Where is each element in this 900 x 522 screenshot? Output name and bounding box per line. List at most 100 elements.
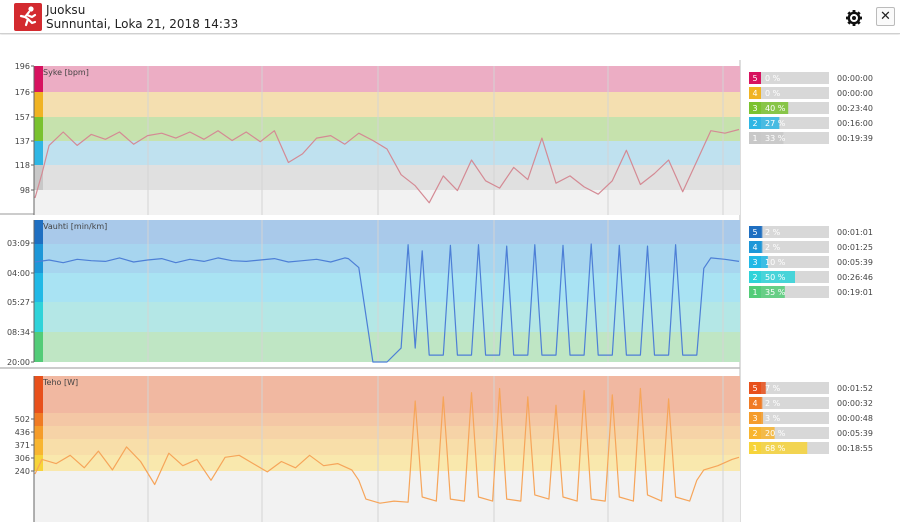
zone-strip — [34, 455, 43, 471]
zone-summary-row: 2 50 % 00:26:46 — [749, 271, 873, 283]
zone-number: 4 — [752, 243, 757, 252]
zone-number-box — [749, 117, 761, 129]
charts-area: 196 176 157 137 118 98 Syke [bpm] 5 0 % 00:00:00 4… — [0, 35, 900, 522]
zone-band — [43, 439, 740, 455]
zone-time: 00:19:39 — [837, 134, 873, 143]
zone-strip — [34, 66, 43, 92]
zone-number: 1 — [752, 288, 757, 297]
y-tick-label: 176 — [15, 88, 30, 97]
zone-number-box — [749, 226, 761, 238]
zone-percent: 50 % — [765, 273, 786, 282]
zone-number: 1 — [752, 134, 757, 143]
zone-bar — [761, 286, 785, 298]
gear-icon[interactable] — [843, 7, 865, 29]
zone-number-box — [749, 412, 761, 424]
y-tick-label: 157 — [15, 113, 30, 122]
zone-bar — [761, 226, 763, 238]
y-tick-label: 98 — [20, 186, 30, 195]
chart-panel-2: 03:09 04:00 05:27 08:34 20:00 Vauhti [min/km]… — [7, 220, 873, 367]
zone-summary-row: 2 20 % 00:05:39 — [749, 427, 873, 439]
zone-number: 4 — [752, 89, 757, 98]
zone-percent: 20 % — [765, 429, 786, 438]
zone-strip — [34, 426, 43, 439]
zone-band — [43, 220, 740, 244]
zone-percent: 35 % — [765, 288, 786, 297]
app-header: Juoksu Sunnuntai, Loka 21, 2018 14:33 — [0, 0, 900, 34]
y-tick-label: 502 — [15, 415, 30, 424]
zone-track — [749, 256, 829, 268]
series-line — [34, 387, 740, 504]
zone-bar — [761, 241, 763, 253]
zone-number: 5 — [752, 74, 757, 83]
zone-percent: 2 % — [765, 228, 781, 237]
zone-percent: 3 % — [765, 414, 781, 423]
zone-summary-row: 3 40 % 00:23:40 — [749, 102, 873, 114]
zone-summary-row: 3 10 % 00:05:39 — [749, 256, 873, 268]
zone-time: 00:19:01 — [837, 288, 873, 297]
zone-percent: 27 % — [765, 119, 786, 128]
zone-time: 00:18:55 — [837, 444, 873, 453]
y-tick-label: 03:09 — [7, 239, 30, 248]
zone-track — [749, 382, 829, 394]
zone-number-box — [749, 241, 761, 253]
zone-strip — [34, 244, 43, 273]
zone-summary-row: 1 35 % 00:19:01 — [749, 286, 873, 298]
zone-bar — [761, 132, 784, 144]
panel-title: Syke [bpm] — [43, 68, 89, 77]
zone-number: 3 — [752, 104, 757, 113]
zone-number: 2 — [752, 429, 757, 438]
y-tick-label: 196 — [15, 62, 30, 71]
zone-bar — [761, 397, 763, 409]
zone-band — [43, 92, 740, 117]
panel-title: Vauhti [min/km] — [43, 222, 107, 231]
zone-number: 2 — [752, 119, 757, 128]
zone-time: 00:00:48 — [837, 414, 873, 423]
zone-bar — [761, 117, 780, 129]
y-tick-label: 05:27 — [7, 298, 30, 307]
running-person-icon — [14, 3, 42, 31]
zone-band — [43, 66, 740, 92]
zone-time: 00:00:32 — [837, 399, 873, 408]
zone-band — [43, 413, 740, 426]
y-tick-label: 04:00 — [7, 269, 30, 278]
y-tick-label: 306 — [15, 454, 30, 463]
zone-band — [43, 165, 740, 190]
zone-strip — [34, 165, 43, 190]
zone-number: 5 — [752, 384, 757, 393]
zone-number-box — [749, 442, 761, 454]
zone-summary-row: 2 27 % 00:16:00 — [749, 117, 873, 129]
zone-summary-row: 3 3 % 00:00:48 — [749, 412, 873, 424]
zone-number: 3 — [752, 414, 757, 423]
zone-track — [749, 226, 829, 238]
zone-time: 00:05:39 — [837, 429, 873, 438]
close-icon[interactable]: ✕ — [876, 7, 895, 26]
zone-number-box — [749, 427, 761, 439]
zone-number: 5 — [752, 228, 757, 237]
y-tick-label: 20:00 — [7, 358, 30, 367]
zone-track — [749, 72, 829, 84]
zone-percent: 40 % — [765, 104, 786, 113]
zone-track — [749, 87, 829, 99]
zone-time: 00:00:00 — [837, 89, 873, 98]
zone-summary-row: 5 0 % 00:00:00 — [749, 72, 873, 84]
zone-number: 4 — [752, 399, 757, 408]
zone-number-box — [749, 286, 761, 298]
zone-strip — [34, 302, 43, 332]
zone-strip — [34, 220, 43, 244]
zone-track — [749, 241, 829, 253]
zone-strip — [34, 273, 43, 302]
chart-panel-3: 502 436 371 306 240 Teho [W] 5 7 % 00:01:52 4 2 % 0… — [15, 376, 873, 522]
zone-percent: 33 % — [765, 134, 786, 143]
zone-bar — [761, 412, 764, 424]
zone-summary-row: 5 7 % 00:01:52 — [749, 382, 873, 394]
zone-time: 00:01:25 — [837, 243, 873, 252]
zone-bar — [761, 102, 789, 114]
zone-percent: 7 % — [765, 384, 781, 393]
y-tick-label: 371 — [15, 441, 30, 450]
activity-date: Sunnuntai, Loka 21, 2018 14:33 — [46, 17, 239, 31]
zone-summary-row: 1 68 % 00:18:55 — [749, 442, 873, 454]
zone-track — [749, 397, 829, 409]
zone-number: 3 — [752, 258, 757, 267]
zone-number-box — [749, 132, 761, 144]
zone-strip — [34, 117, 43, 141]
